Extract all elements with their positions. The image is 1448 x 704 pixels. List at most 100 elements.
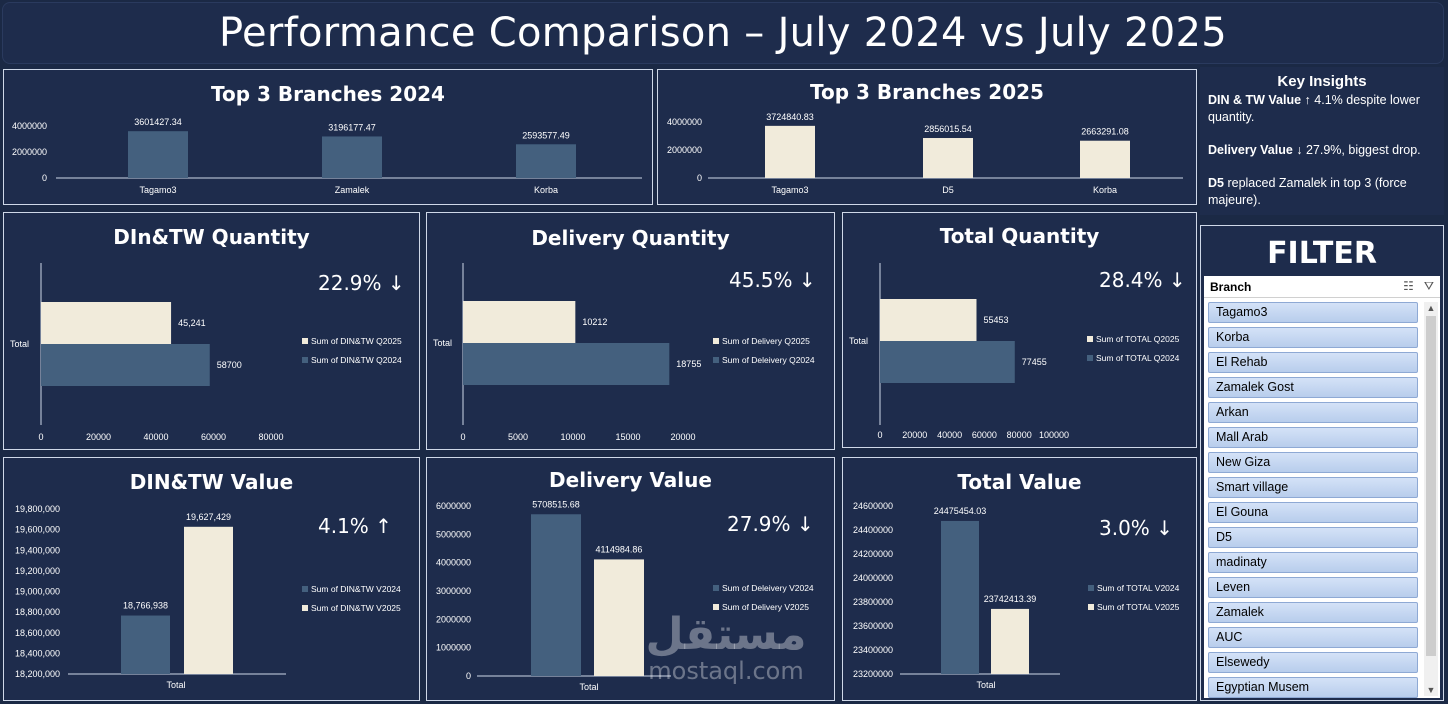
insight-item: D5 replaced Zamalek in top 3 (force maje… [1208,176,1407,207]
x-tick-label: 40000 [937,430,962,440]
x-tick-label: Korba [534,185,558,195]
x-tick-label: 15000 [615,432,640,442]
y-tick-label: 24000000 [853,573,893,583]
chart-top-branches-2025: Top 3 Branches 2025 0 2000000 4000000 37248… [657,69,1197,205]
slicer-item[interactable]: Mall Arab [1208,427,1418,448]
slicer-scrollbar[interactable]: ▲ ▼ [1424,302,1438,696]
legend-swatch [713,604,719,610]
dashboard-header: Performance Comparison – July 2024 vs Ju… [2,2,1444,64]
category-label: Total [849,336,868,346]
y-tick-label: 23400000 [853,645,893,655]
slicer-item[interactable]: Egyptian Musem [1208,677,1418,698]
x-tick-label: D5 [942,185,954,195]
slicer-item[interactable]: Elsewedy [1208,652,1418,673]
legend-label: Sum of Deleivery Q2024 [722,355,815,365]
data-label: 2856015.54 [924,124,972,134]
chart-dintw-quantity: DIn&TW Quantity 22.9% ↓ 0 20000 40000 60000… [3,212,420,450]
bar [1080,140,1130,178]
legend-label: Sum of TOTAL V2025 [1097,602,1180,612]
slicer-item[interactable]: Zamalek Gost [1208,377,1418,398]
y-tick-label: 3000000 [436,586,471,596]
chart-title: Top 3 Branches 2024 [211,82,445,106]
y-tick-label: 18,800,000 [15,607,60,617]
y-tick-label: 19,200,000 [15,566,60,576]
scroll-thumb[interactable] [1426,316,1436,656]
slicer-item[interactable]: Leven [1208,577,1418,598]
scroll-up-icon[interactable]: ▲ [1426,303,1436,313]
clear-filter-icon[interactable]: ⛛ [1423,279,1434,293]
slicer-item[interactable]: El Rehab [1208,352,1418,373]
slicer-item[interactable]: New Giza [1208,452,1418,473]
legend-swatch [1087,336,1093,342]
change-percent: 28.4% ↓ [1099,268,1186,292]
chart-svg: 0 2000000 4000000 3724840.83 Tagamo3 2856015.… [667,112,1183,195]
data-label: 3196177.47 [328,122,376,132]
y-tick-label: 2000000 [436,614,471,624]
data-label: 19,627,429 [186,512,231,522]
chart-title: Delivery Value [549,468,712,492]
legend-label: Sum of DIN&TW Q2024 [311,355,402,365]
multi-select-icon[interactable]: ☷ [1403,279,1414,293]
change-percent: 22.9% ↓ [318,271,405,295]
change-percent: 4.1% ↑ [318,514,392,538]
slicer-item[interactable]: madinaty [1208,552,1418,573]
y-tick-label: 6000000 [436,501,471,511]
slicer-header: Branch ☷ ⛛ [1204,276,1440,298]
y-tick-label: 19,800,000 [15,504,60,514]
chart-title: DIn&TW Quantity [113,225,310,249]
change-percent: 3.0% ↓ [1099,516,1173,540]
legend-label: Sum of DIN&TW V2025 [311,603,401,613]
slicer-item[interactable]: Smart village [1208,477,1418,498]
x-tick-label: 20000 [86,432,111,442]
chart-title: Top 3 Branches 2025 [810,80,1044,104]
chart-delivery-quantity: Delivery Quantity 45.5% ↓ 0 5000 10000 1500… [426,212,835,450]
insight-item: Delivery Value ↓ 27.9%, biggest drop. [1208,143,1421,157]
scroll-down-icon[interactable]: ▼ [1426,685,1436,695]
x-tick-label: 0 [460,432,465,442]
chart-title: Total Quantity [939,224,1100,248]
chart-title: Total Value [957,470,1082,494]
y-tick-label: 23800000 [853,597,893,607]
data-label: 4114984.86 [596,544,643,554]
slicer-item[interactable]: Korba [1208,327,1418,348]
y-tick-label: 4000000 [12,121,47,131]
x-tick-label: 60000 [201,432,226,442]
legend-label: Sum of Delivery Q2025 [722,336,810,346]
chart-svg: 0 1000000 2000000 3000000 4000000 5000000 6000… [436,499,814,692]
bar [923,138,973,178]
y-tick-label: 19,400,000 [15,545,60,555]
data-label: 23742413.39 [984,594,1037,604]
slicer-item[interactable]: D5 [1208,527,1418,548]
y-tick-label: 23200000 [853,669,893,679]
legend-label: Sum of Deleivery V2024 [722,583,814,593]
bar [463,301,576,343]
x-tick-label: 5000 [508,432,528,442]
bar [322,136,382,178]
legend-label: Sum of TOTAL Q2025 [1096,334,1180,344]
legend-swatch [302,357,308,363]
category-label: Total [10,339,29,349]
legend-label: Sum of TOTAL V2024 [1097,583,1180,593]
x-tick-label: Korba [1093,185,1117,195]
legend-label: Sum of DIN&TW Q2025 [311,336,402,346]
insights-heading: Key Insights [1277,73,1367,90]
data-label: 2663291.08 [1081,127,1129,137]
slicer-item[interactable]: Arkan [1208,402,1418,423]
legend-swatch [1088,585,1094,591]
legend-swatch [302,605,308,611]
slicer-item[interactable]: El Gouna [1208,502,1418,523]
legend-swatch [302,338,308,344]
data-label: 77455 [1022,357,1047,367]
category-label: Total [579,682,598,692]
slicer-item[interactable]: Tagamo3 [1208,302,1418,323]
slicer-item[interactable]: Zamalek [1208,602,1418,623]
bar [121,615,170,674]
slicer-item[interactable]: AUC [1208,627,1418,648]
x-tick-label: 80000 [258,432,283,442]
category-label: Total [433,338,452,348]
legend-label: Sum of TOTAL Q2024 [1096,353,1180,363]
chart-svg: 0 20000 40000 60000 80000 Total 45,241 Sum of D… [10,263,402,442]
data-label: 45,241 [178,318,206,328]
legend-label: Sum of Delivery V2025 [722,602,809,612]
x-tick-label: 0 [38,432,43,442]
